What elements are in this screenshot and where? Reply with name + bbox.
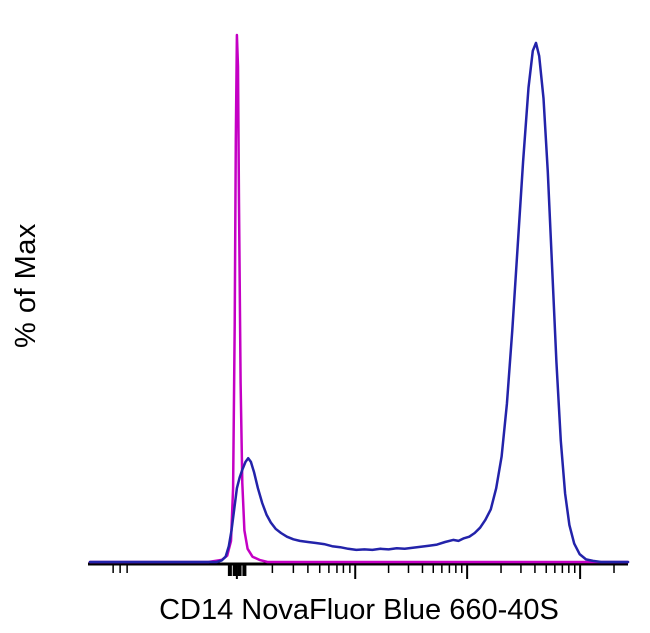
x-axis-label: CD14 NovaFluor Blue 660-40S: [159, 594, 559, 626]
magenta-control-curve: [88, 33, 630, 564]
blue-stained-curve: [88, 41, 630, 564]
histogram-plot: [88, 33, 630, 579]
